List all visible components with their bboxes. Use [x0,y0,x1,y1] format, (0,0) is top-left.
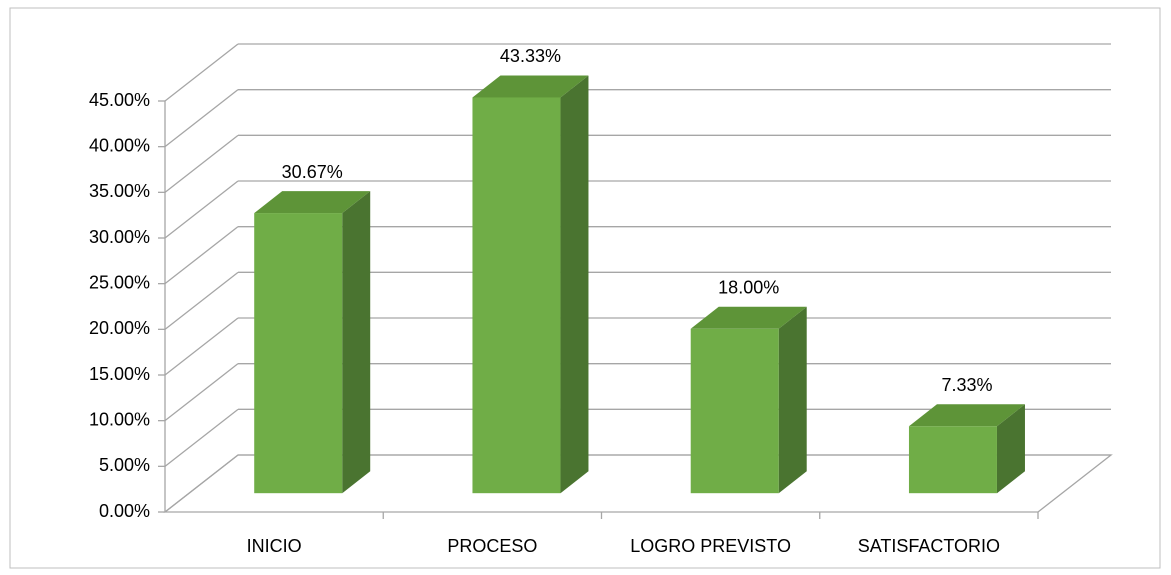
bar-top [472,75,589,98]
bar-side [778,306,807,494]
bar [908,426,997,494]
bar [690,328,779,494]
grid-line-side [164,89,239,148]
y-tick-label: 30.00% [89,227,150,247]
bar-top [908,404,1025,427]
grid-line-side [164,180,239,239]
bar-side [342,191,371,494]
y-tick-label: 25.00% [89,272,150,292]
y-tick-label: 45.00% [89,90,150,110]
x-tick-label: LOGRO PREVISTO [630,536,791,556]
x-tick-label: SATISFACTORIO [858,536,1000,556]
y-tick-label: 20.00% [89,318,150,338]
y-tick-label: 40.00% [89,135,150,155]
data-label: 18.00% [718,278,779,298]
data-label: 43.33% [500,46,561,66]
bar [254,213,343,494]
y-tick-label: 0.00% [99,501,150,521]
bar-side [996,404,1025,494]
y-tick-label: 15.00% [89,364,150,384]
grid-line-side [164,454,239,513]
y-tick-label: 10.00% [89,409,150,429]
bar-top [254,191,371,214]
y-tick-label: 35.00% [89,181,150,201]
x-tick-label: PROCESO [447,536,537,556]
grid-line-side [164,134,239,193]
bar-top [690,306,807,329]
x-tick-label: INICIO [247,536,302,556]
grid-line-side [164,271,239,330]
y-tick-label: 5.00% [99,455,150,475]
data-label: 30.67% [282,162,343,182]
grid-line-side [164,317,239,376]
data-label: 7.33% [941,375,992,395]
grid-line-side [164,226,239,285]
bar [472,97,561,494]
grid-line-side [164,43,239,102]
grid-line-side [164,363,239,422]
grid-line-side [164,408,239,467]
bar-side [560,75,589,494]
